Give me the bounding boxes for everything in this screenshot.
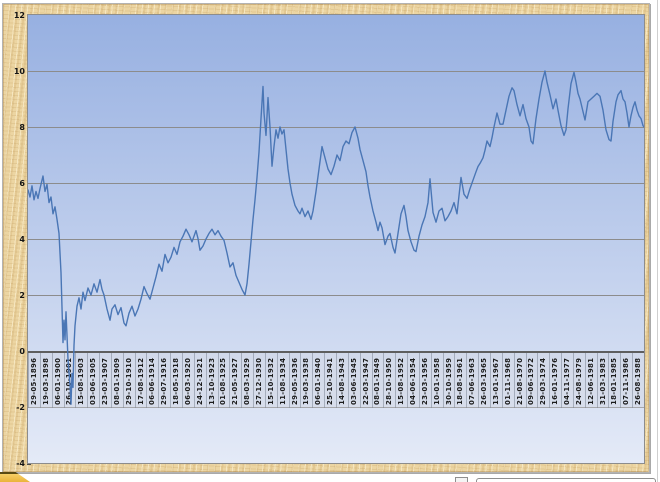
window-edge-line: [657, 0, 658, 482]
category-axis-cell: 08-03-1929: [241, 353, 253, 408]
category-axis-cell: 17-08-1912: [134, 353, 147, 408]
category-axis-cell: 19-03-1898: [39, 353, 52, 408]
bottom-panel-edge[interactable]: [476, 478, 656, 482]
category-axis-cell: 24-08-1979: [572, 353, 585, 408]
category-axis-cell: 23-03-1956: [418, 353, 431, 408]
category-axis-cell: 10-01-1958: [430, 353, 443, 408]
category-axis-cell: 27-12-1930: [253, 353, 265, 408]
category-axis-cell: 26-08-1988: [632, 353, 644, 408]
gridline: [28, 71, 644, 72]
value-axis-label[interactable]: 12: [13, 11, 25, 20]
value-axis-label[interactable]: 4: [19, 235, 25, 244]
category-axis-cell: 15-10-1932: [264, 353, 277, 408]
gridline: [28, 127, 644, 128]
category-axis-cell: 18-01-1985: [608, 353, 620, 408]
gridline: [28, 295, 644, 296]
category-axis-cell: 06-06-1914: [146, 353, 158, 408]
category-axis-cell: 21-05-1927: [229, 353, 241, 408]
category-axis-cell: 24-12-1921: [193, 353, 206, 408]
category-axis-cell: 14-08-1943: [336, 353, 348, 408]
category-axis-label-band[interactable]: 29-05-1896 19-03-1898 06-01-1900 26-10-1901…: [28, 353, 644, 408]
category-axis-cell: 04-11-1977: [561, 353, 573, 408]
gridline: [28, 239, 644, 240]
category-axis-cell: 01-11-1968: [501, 353, 514, 408]
category-axis-cell: 30-10-1959: [442, 353, 455, 408]
category-axis-cell: 06-01-1940: [312, 353, 324, 408]
category-axis-cell: 31-03-1983: [596, 353, 609, 408]
value-axis-label[interactable]: -4: [16, 459, 25, 468]
bottom-widget-box[interactable]: [455, 477, 468, 482]
value-axis-label[interactable]: -2: [16, 403, 25, 412]
category-axis-cell: 16-01-1976: [549, 353, 561, 408]
category-axis-cell: 26-03-1965: [478, 353, 490, 408]
gridline: [28, 183, 644, 184]
category-axis-cell: 29-10-1910: [122, 353, 135, 408]
category-axis-cell: 13-01-1967: [490, 353, 502, 408]
category-axis-cell: 07-06-1963: [466, 353, 478, 408]
value-axis-label[interactable]: 6: [19, 179, 25, 188]
category-axis-cell: 29-05-1896: [28, 353, 40, 408]
value-axis-label[interactable]: 2: [19, 291, 25, 300]
category-axis-cell: 21-08-1970: [513, 353, 526, 408]
zero-axis-line: [28, 351, 644, 353]
category-axis-cell: 06-01-1900: [51, 353, 64, 408]
category-axis-cell: 08-01-1949: [371, 353, 384, 408]
category-axis-cell: 23-03-1907: [99, 353, 111, 408]
category-axis-cell: 11-08-1934: [276, 353, 289, 408]
category-axis-cell: 28-10-1950: [383, 353, 395, 408]
category-axis-cell: 18-08-1961: [454, 353, 466, 408]
value-axis-label[interactable]: 8: [19, 123, 25, 132]
value-axis-label[interactable]: 0: [19, 347, 25, 356]
category-axis-cell: 26-10-1901: [63, 353, 76, 408]
sheet-tab-corner[interactable]: [0, 472, 30, 482]
category-axis-cell: 18-05-1918: [170, 353, 182, 408]
category-axis-cell: 29-05-1936: [288, 353, 301, 408]
value-axis-label[interactable]: 10: [13, 67, 25, 76]
series-line[interactable]: [28, 15, 644, 463]
category-axis-cell: 29-07-1916: [158, 353, 170, 408]
category-axis-cell: 19-03-1938: [300, 353, 312, 408]
category-axis-cell: 09-06-1972: [525, 353, 538, 408]
category-axis-cell: 01-08-1925: [217, 353, 230, 408]
category-axis-cell: 08-01-1909: [110, 353, 123, 408]
category-axis-cell: 22-03-1947: [359, 353, 372, 408]
category-axis-cell: 15-08-1952: [395, 353, 407, 408]
category-axis-cell: 29-03-1974: [537, 353, 549, 408]
category-axis-cell: 03-06-1905: [87, 353, 99, 408]
category-axis-cell: 06-03-1920: [182, 353, 194, 408]
category-axis-cell: 25-10-1941: [324, 353, 336, 408]
category-axis-cell: 07-11-1986: [620, 353, 632, 408]
category-axis-cell: 15-08-1903: [75, 353, 87, 408]
category-axis-cell: 13-10-1923: [205, 353, 218, 408]
series-polyline[interactable]: [28, 70, 644, 405]
category-axis-cell: 03-06-1945: [347, 353, 360, 408]
category-axis-cell: 12-06-1981: [584, 353, 597, 408]
category-axis-cell: 04-06-1954: [407, 353, 419, 408]
value-axis-tick: [27, 464, 31, 465]
